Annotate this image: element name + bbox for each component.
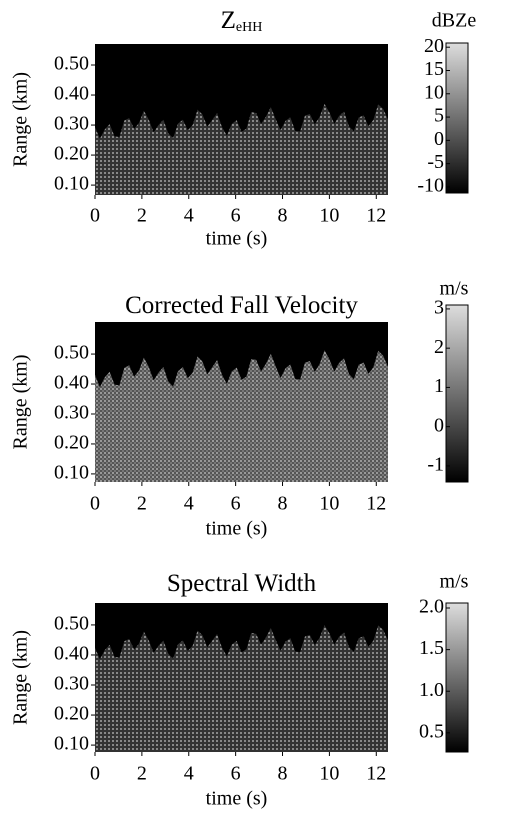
- y-tick-label: 0.50: [54, 613, 89, 635]
- colorbar: [445, 602, 469, 753]
- colorbar-tick-label: 0: [434, 128, 444, 150]
- chart-title-main: Corrected Fall Velocity: [125, 292, 358, 319]
- x-tick-label: 0: [90, 205, 100, 227]
- x-tick-label: 8: [278, 763, 288, 785]
- colorbar: [445, 304, 469, 483]
- x-tick-label: 10: [319, 763, 339, 785]
- x-tick-label: 2: [137, 205, 147, 227]
- x-axis-label: time (s): [206, 788, 268, 810]
- chart-title: ZeHH: [221, 7, 263, 35]
- x-axis-label: time (s): [206, 518, 268, 540]
- x-tick-label: 4: [184, 493, 194, 515]
- colorbar-tick-label: -1: [427, 454, 444, 476]
- y-tick-label: 0.20: [54, 703, 89, 725]
- x-axis-label: time (s): [206, 228, 268, 250]
- colorbar-tick-label: 2: [434, 336, 444, 358]
- y-axis-label: Range (km): [10, 630, 32, 725]
- x-tick-label: 4: [184, 763, 194, 785]
- y-axis-label: Range (km): [10, 355, 32, 450]
- colorbar-tick-label: -5: [427, 151, 444, 173]
- y-tick-label: 0.10: [54, 462, 89, 484]
- x-tick-label: 10: [319, 205, 339, 227]
- y-tick-label: 0.30: [54, 113, 89, 135]
- colorbar-tick-label: -10: [417, 175, 444, 197]
- y-axis-label: Range (km): [10, 72, 32, 167]
- chart-title-subscript: eHH: [236, 20, 262, 35]
- colorbar-tick-label: 2.0: [419, 596, 444, 618]
- colorbar-tick-label: 0: [434, 414, 444, 436]
- echo-texture: [95, 625, 388, 752]
- chart-title: Corrected Fall Velocity: [125, 292, 358, 319]
- y-tick-label: 0.40: [54, 643, 89, 665]
- x-tick-label: 2: [137, 493, 147, 515]
- x-tick-label: 12: [366, 763, 386, 785]
- y-tick-label: 0.10: [54, 173, 89, 195]
- colorbar-tick-label: 0.5: [419, 720, 444, 742]
- x-tick-label: 12: [366, 205, 386, 227]
- x-tick-label: 8: [278, 205, 288, 227]
- echo-texture: [95, 103, 388, 195]
- colorbar-tick-label: 20: [424, 35, 444, 57]
- colorbar-tick-label: 1: [434, 375, 444, 397]
- colorbar-label: m/s: [440, 571, 469, 593]
- y-tick-label: 0.40: [54, 83, 89, 105]
- y-tick-label: 0.20: [54, 432, 89, 454]
- y-tick-label: 0.10: [54, 733, 89, 755]
- colorbar-tick-label: 1.5: [419, 637, 444, 659]
- chart-title-main: Spectral Width: [167, 570, 317, 597]
- x-tick-label: 12: [366, 493, 386, 515]
- colorbar-label: dBZe: [432, 10, 477, 32]
- y-tick-label: 0.50: [54, 342, 89, 364]
- colorbar-tick-label: 10: [424, 81, 444, 103]
- y-tick-label: 0.40: [54, 372, 89, 394]
- y-tick-label: 0.20: [54, 143, 89, 165]
- x-tick-label: 6: [231, 763, 241, 785]
- y-tick-label: 0.30: [54, 402, 89, 424]
- x-tick-label: 2: [137, 763, 147, 785]
- x-tick-label: 0: [90, 763, 100, 785]
- x-tick-label: 0: [90, 493, 100, 515]
- y-tick-label: 0.30: [54, 673, 89, 695]
- colorbar: [445, 42, 469, 194]
- colorbar-tick-label: 15: [424, 58, 444, 80]
- echo-texture: [95, 350, 388, 482]
- colorbar-tick-label: 5: [434, 105, 444, 127]
- chart-title-main: Z: [221, 7, 236, 34]
- x-tick-label: 4: [184, 205, 194, 227]
- x-tick-label: 6: [231, 205, 241, 227]
- x-tick-label: 10: [319, 493, 339, 515]
- x-tick-label: 6: [231, 493, 241, 515]
- colorbar-tick-label: 3: [434, 297, 444, 319]
- y-tick-label: 0.50: [54, 53, 89, 75]
- x-tick-label: 8: [278, 493, 288, 515]
- colorbar-tick-label: 1.0: [419, 679, 444, 701]
- chart-title: Spectral Width: [167, 570, 317, 597]
- colorbar-label: m/s: [440, 278, 469, 300]
